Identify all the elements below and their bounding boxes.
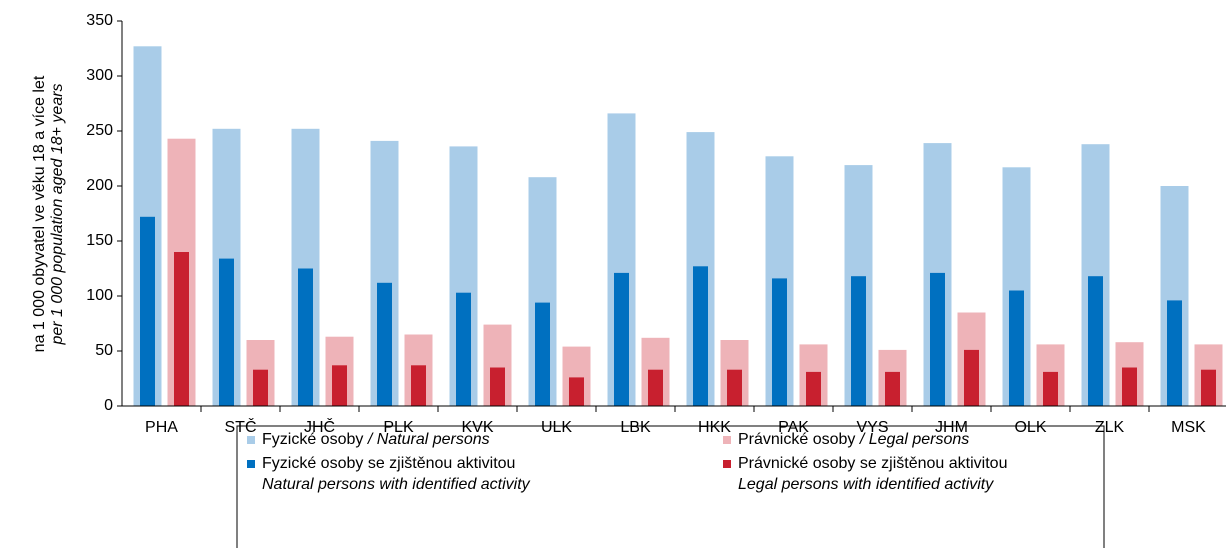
- x-tick-label: PAK: [778, 419, 809, 436]
- y-tick-label: 350: [86, 12, 113, 29]
- x-tick-label: OLK: [1014, 419, 1046, 436]
- y-tick-label: 300: [86, 67, 113, 84]
- bar: [456, 292, 471, 406]
- x-tick-label: ULK: [541, 419, 572, 436]
- y-label-cz: na 1 000 obyvatel ve věku 18 a více let: [31, 75, 48, 352]
- legend-name: Fyzické osoby se zjištěnou aktivitou: [262, 455, 515, 472]
- x-tick-label: JHM: [935, 419, 968, 436]
- y-tick-label: 250: [86, 122, 113, 139]
- legend-marker: [723, 460, 731, 468]
- bar: [727, 369, 742, 406]
- legend-marker: [247, 436, 255, 444]
- y-tick-label: 150: [86, 232, 113, 249]
- bar: [851, 276, 866, 406]
- y-label: na 1 000 obyvatel ve věku 18 a více let …: [31, 75, 66, 352]
- bar: [1201, 369, 1216, 406]
- x-tick-label: JHČ: [304, 417, 335, 436]
- bar: [411, 365, 426, 406]
- x-tick-label: PHA: [145, 419, 178, 436]
- x-tick-label: KVK: [461, 419, 493, 436]
- bar: [332, 365, 347, 406]
- legend-label: Fyzické osoby / Natural persons: [262, 431, 490, 448]
- bar: [490, 367, 505, 406]
- x-tick-label: STČ: [225, 417, 257, 436]
- bar: [1122, 367, 1137, 406]
- bar: [885, 371, 900, 406]
- legend-name-en: / Legal persons: [859, 431, 969, 448]
- bar: [219, 258, 234, 406]
- bar: [614, 272, 629, 406]
- y-tick-label: 200: [86, 177, 113, 194]
- bar: [140, 216, 155, 406]
- x-tick-label: LBK: [620, 419, 651, 436]
- legend-label: Právnické osoby se zjištěnou aktivitou: [738, 455, 1007, 472]
- bar: [569, 377, 584, 406]
- bar: [1167, 300, 1182, 406]
- x-tick-label: PLK: [383, 419, 414, 436]
- y-label-en: per 1 000 population aged 18+ years: [49, 83, 66, 345]
- y-tick-label: 0: [104, 397, 113, 414]
- bar: [648, 369, 663, 406]
- legend-name: Fyzické osoby: [262, 431, 363, 448]
- bar: [693, 266, 708, 406]
- x-tick-label: VYS: [856, 419, 888, 436]
- x-tick-label: ZLK: [1095, 419, 1125, 436]
- legend-name-en: / Natural persons: [367, 431, 490, 448]
- bar: [930, 272, 945, 406]
- legend-marker: [723, 436, 731, 444]
- y-tick-label: 100: [86, 287, 113, 304]
- legend-box: [236, 425, 1105, 548]
- legend-name-en: Natural persons with identified activity: [262, 476, 531, 493]
- bar: [806, 371, 821, 406]
- legend-name-en: Legal persons with identified activity: [738, 476, 994, 493]
- bar: [535, 302, 550, 406]
- bar: [174, 252, 189, 406]
- bar: [1043, 371, 1058, 406]
- legend-label: Právnické osoby / Legal persons: [738, 431, 969, 448]
- bar: [1009, 290, 1024, 406]
- bar: [964, 349, 979, 406]
- bar: [253, 369, 268, 406]
- bar: [772, 278, 787, 406]
- x-tick-label: MSK: [1171, 419, 1206, 436]
- legend-label: Fyzické osoby se zjištěnou aktivitou: [262, 455, 515, 472]
- legend-name: Právnické osoby: [738, 431, 855, 448]
- x-tick-label: HKK: [698, 419, 731, 436]
- bar: [377, 282, 392, 406]
- bar: [298, 268, 313, 406]
- bar: [1088, 276, 1103, 406]
- legend-marker: [247, 460, 255, 468]
- legend-name: Právnické osoby se zjištěnou aktivitou: [738, 455, 1007, 472]
- y-tick-label: 50: [95, 342, 113, 359]
